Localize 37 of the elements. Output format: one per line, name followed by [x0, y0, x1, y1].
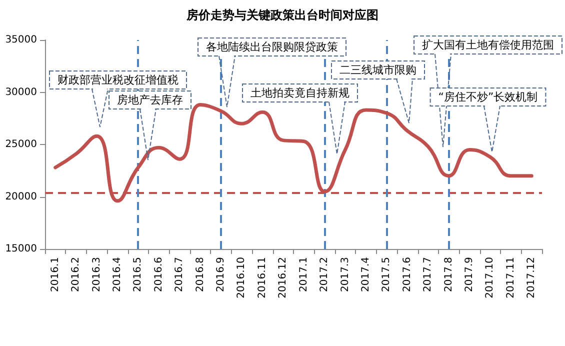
x-tick-label: 2016.5	[132, 257, 144, 292]
x-tick-label: 2017.5	[381, 257, 392, 292]
x-tick-label: 2016.2	[70, 257, 82, 292]
annotation: 各地陆续出台限购限贷政策	[206, 40, 338, 54]
chart-title: 房价走势与关键政策出台时间对应图	[186, 8, 378, 22]
annotation: 二三线城市限购	[340, 64, 416, 76]
x-tick-label: 2016.11	[256, 257, 268, 298]
x-tick-label: 2016.9	[216, 257, 227, 292]
y-tick-label: 35000	[5, 34, 37, 46]
y-tick-label: 30000	[5, 86, 37, 98]
y-tick-label: 15000	[5, 244, 37, 254]
x-tick-label: 2016.1	[50, 257, 61, 292]
x-tick-label: 2017.8	[443, 257, 454, 292]
x-tick-label: 2017.6	[402, 257, 413, 292]
x-tick-label: 2017.1	[298, 257, 310, 292]
annotation: 土地拍卖竟自持新规	[250, 86, 350, 100]
x-tick-label: 2017.12	[526, 257, 538, 298]
x-tick-label: 2017.4	[360, 257, 372, 292]
x-tick-label: 2016.10	[236, 257, 248, 298]
x-tick-label: 2016.6	[153, 257, 164, 292]
x-tick-label: 2017.3	[340, 257, 351, 292]
annotation: “房住不炒”长效机制	[438, 90, 538, 104]
x-tick-label: 2016.7	[174, 257, 186, 292]
annotation: 财政部营业税改征增值税	[58, 74, 178, 86]
x-tick-label: 2017.10	[484, 257, 496, 298]
y-tick-label: 25000	[5, 139, 37, 150]
x-tick-label: 2016.12	[278, 257, 289, 298]
annotation: 房地产去库存	[117, 94, 183, 106]
annotation: 扩大国有土地有偿使用范围	[422, 38, 554, 52]
x-tick-label: 2016.8	[194, 257, 206, 292]
x-tick-label: 2017.9	[464, 257, 476, 292]
y-tick-label: 20000	[5, 191, 37, 202]
x-tick-label: 2017.7	[422, 257, 434, 292]
x-tick-label: 2016.4	[112, 257, 123, 292]
x-tick-label: 2017.2	[319, 257, 330, 292]
x-tick-label: 2017.11	[505, 257, 516, 298]
x-tick-label: 2016.3	[91, 257, 102, 292]
